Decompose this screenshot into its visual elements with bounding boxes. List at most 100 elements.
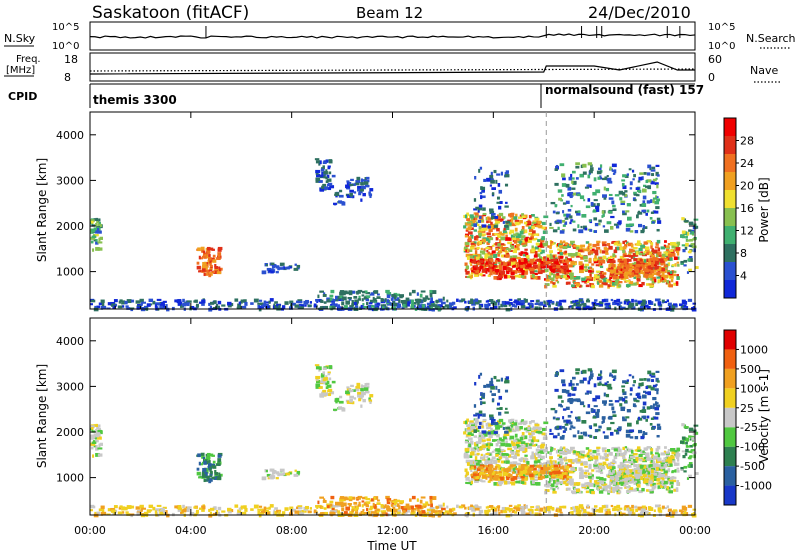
velocity-echo-cell	[578, 490, 582, 494]
velocity-echo-cell	[357, 394, 362, 398]
velocity-echo-cell	[608, 451, 613, 456]
velocity-echo-cell	[664, 446, 667, 449]
power-echo-cell	[266, 301, 271, 304]
velocity-echo-cell	[533, 439, 536, 443]
power-echo-cell	[485, 261, 489, 265]
power-echo-cell	[629, 275, 632, 278]
power-echo-cell	[197, 247, 201, 252]
power-echo-cell	[275, 265, 280, 269]
power-echo-cell	[666, 279, 669, 284]
power-echo-cell	[522, 258, 528, 262]
velocity-echo-cell	[159, 511, 163, 516]
velocity-echo-cell	[528, 438, 532, 442]
power-echo-cell	[514, 263, 519, 268]
velocity-echo-cell	[521, 431, 525, 436]
velocity-echo-cell	[533, 428, 537, 432]
velocity-echo-cell	[364, 383, 367, 386]
velocity-echo-cell	[97, 429, 102, 434]
velocity-echo-cell	[405, 503, 410, 508]
power-echo-cell	[654, 266, 658, 270]
power-echo-cell	[661, 274, 664, 278]
velocity-echo-cell	[214, 472, 218, 476]
power-echo-cell	[596, 240, 601, 243]
power-echo-cell	[633, 191, 637, 195]
power-echo-cell	[618, 271, 623, 276]
velocity-echo-cell	[617, 469, 622, 474]
power-echo-cell	[602, 213, 605, 217]
velocity-echo-cell	[401, 512, 405, 516]
velocity-echo-cell	[342, 502, 347, 507]
power-echo-cell	[419, 293, 423, 298]
velocity-echo-cell	[520, 435, 525, 439]
power-echo-cell	[654, 182, 659, 186]
velocity-echo-cell	[365, 504, 369, 508]
velocity-echo-cell	[102, 511, 107, 516]
power-echo-cell	[589, 282, 593, 287]
velocity-echo-cell	[113, 505, 118, 509]
power-echo-cell	[631, 306, 636, 310]
velocity-echo-cell	[600, 466, 606, 470]
power-echo-cell	[500, 303, 504, 308]
power-echo-cell	[583, 199, 586, 202]
power-echo-cell	[595, 270, 601, 273]
power-echo-cell	[518, 262, 523, 265]
power-echo-cell	[508, 303, 511, 307]
power-echo-cell	[269, 298, 274, 302]
cpid-mode1: themis 3300	[93, 93, 177, 107]
power-echo-cell	[422, 297, 426, 300]
power-echo-cell	[140, 307, 146, 312]
velocity-echo-cell	[495, 443, 499, 447]
velocity-echo-cell	[143, 511, 149, 515]
power-echo-cell	[529, 302, 534, 306]
power-echo-cell	[204, 273, 209, 276]
velocity-echo-cell	[470, 423, 474, 427]
power-echo-cell	[177, 302, 181, 306]
velocity-echo-cell	[509, 443, 512, 447]
power-echo-cell	[651, 276, 656, 280]
velocity-echo-cell	[636, 483, 641, 488]
velocity-echo-cell	[661, 482, 665, 486]
velocity-echo-cell	[487, 457, 491, 461]
power-echo-cell	[478, 168, 481, 173]
velocity-echo-cell	[432, 510, 438, 513]
power-echo-cell	[474, 256, 477, 260]
power-echo-cell	[522, 267, 526, 272]
power-echo-cell	[636, 189, 641, 193]
velocity-echo-cell	[355, 386, 361, 390]
velocity-echo-cell	[687, 504, 693, 508]
power-echo-cell	[627, 242, 633, 247]
power-echo-cell	[618, 220, 622, 225]
velocity-echo-cell	[575, 489, 581, 493]
velocity-echo-cell	[541, 442, 545, 446]
velocity-echo-cell	[349, 398, 353, 403]
power-echo-cell	[621, 306, 626, 310]
velocity-echo-cell	[559, 458, 563, 462]
velocity-echo-cell	[166, 513, 170, 518]
power-echo-cell	[584, 269, 590, 272]
power-echo-cell	[470, 242, 475, 245]
velocity-echo-cell	[565, 448, 568, 452]
velocity-echo-cell	[478, 462, 484, 466]
velocity-echo-cell	[196, 471, 201, 476]
velocity-echo-cell	[148, 504, 154, 509]
power-echo-cell	[482, 233, 486, 236]
velocity-echo-cell	[636, 457, 639, 462]
velocity-echo-cell	[569, 446, 575, 450]
power-echo-cell	[327, 167, 331, 170]
power-echo-cell	[469, 301, 474, 305]
velocity-echo-cell	[141, 507, 147, 510]
power-echo-cell	[270, 270, 274, 274]
velocity-echo-cell	[358, 501, 361, 506]
velocity-echo-cell	[607, 462, 612, 467]
velocity-echo-cell	[449, 512, 452, 515]
velocity-echo-cell	[319, 512, 323, 517]
velocity-echo-cell	[614, 485, 619, 489]
power-echo-cell	[357, 289, 363, 293]
power-echo-cell	[643, 250, 648, 254]
velocity-echo-cell	[467, 437, 473, 441]
power-echo-cell	[609, 274, 614, 278]
power-echo-cell	[563, 213, 569, 217]
velocity-echo-cell	[631, 504, 634, 509]
power-echo-cell	[96, 220, 99, 224]
velocity-echo-cell	[212, 465, 217, 469]
